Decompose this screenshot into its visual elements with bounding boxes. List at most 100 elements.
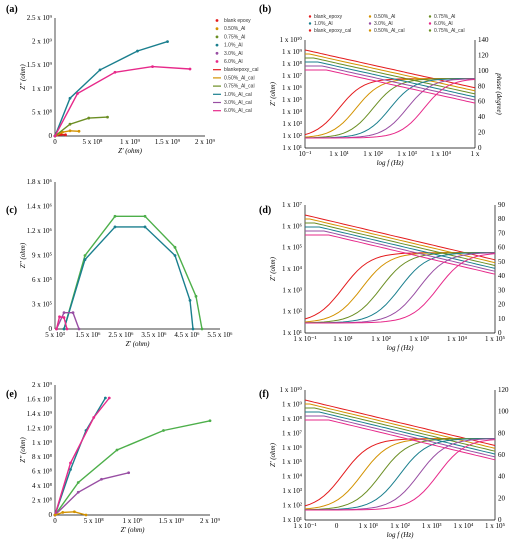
- panel-5: (f) 1 x 10⁻¹ 0 1 x 10¹ 1 x 10² 1 x 10³ 1 x 10⁴…: [259, 386, 509, 539]
- y-tick-label: 0: [49, 511, 53, 519]
- y2-tick-label: 50: [498, 258, 506, 266]
- y-tick-label: 1 x 10⁶: [282, 84, 303, 92]
- data-point: [113, 214, 117, 218]
- x-tick-label: 0: [53, 138, 57, 146]
- y-tick-label: 1 x 10¹: [282, 329, 302, 337]
- y2-tick-label: 60: [498, 244, 506, 252]
- data-point: [68, 122, 72, 126]
- data-point: [151, 65, 154, 69]
- x-tick-label: 1 x 10⁻¹: [293, 522, 316, 530]
- y-tick-label: 1 x 10⁷: [282, 429, 303, 437]
- y-tick-label: 1 x 10⁸: [282, 415, 303, 423]
- y-tick-label: 4 x 10⁸: [32, 482, 53, 490]
- x-axis-label: Z' (ohm): [126, 340, 151, 348]
- y2-tick-label: 120: [478, 51, 489, 59]
- legend-marker: [308, 22, 312, 25]
- legend-label: 0.75%_Al: [224, 34, 245, 40]
- data-point: [173, 245, 177, 249]
- phase-line-5: [305, 439, 496, 511]
- data-point: [69, 461, 72, 465]
- panel-label: (e): [6, 389, 17, 400]
- y2-tick-label: 40: [498, 473, 506, 481]
- y-tick-label: 1 x 10¹: [282, 516, 302, 524]
- x-tick-label: 1.5 x 10⁹: [155, 138, 181, 146]
- impedance-line-5: [305, 419, 496, 461]
- panel-0: (a) 0 5 x 10⁸ 1 x 10⁹ 1.5 x 10⁹ 2 x 10⁹ 0 5 x 1…: [6, 4, 258, 155]
- x-tick-label: 5 x 10⁸: [83, 138, 104, 146]
- y-tick-label: 1.5 x 10⁹: [27, 61, 53, 69]
- legend-label: blank epoxy: [224, 18, 251, 24]
- phase-line-3: [305, 438, 495, 511]
- data-point: [143, 225, 147, 229]
- y-tick-label: 0: [49, 325, 53, 333]
- x-axis-label: log f (Hz): [377, 159, 405, 167]
- x-tick-label: 1 x 10¹: [359, 522, 379, 530]
- data-point: [162, 429, 165, 432]
- y2-tick-label: 40: [478, 113, 486, 121]
- panel-1: (b)10⁻¹ 1 x 10¹ 1 x 10² 1 x 10³ 1 x 10⁴ 1 x1 …: [259, 4, 503, 167]
- panel-2: (c) 5 x 10³ 1.5 x 10⁶ 2.5 x 10⁶ 3.5 x 10⁶ 4.5…: [6, 178, 233, 348]
- data-point: [92, 416, 96, 419]
- series-line-1: [54, 397, 107, 516]
- impedance-line-3: [305, 226, 496, 269]
- panel-label: (b): [259, 4, 271, 15]
- data-point: [62, 316, 66, 319]
- data-point: [87, 116, 91, 120]
- x-tick-label: 1 x 10²: [390, 522, 410, 530]
- y2-axis-label: phase (degree): [495, 72, 503, 115]
- y2-tick-label: 70: [498, 229, 506, 237]
- y-axis-label: Z' (ohm): [269, 81, 277, 106]
- series-line-3: [54, 40, 168, 137]
- data-point: [53, 134, 57, 138]
- x-tick-label: 1 x 10⁹: [123, 517, 144, 525]
- data-point: [113, 70, 117, 74]
- impedance-line-4: [305, 415, 496, 458]
- legend-label: 0.50%_Al_cal: [224, 75, 255, 81]
- series-line-2: [54, 116, 108, 137]
- legend-marker: [428, 15, 432, 18]
- data-point: [188, 299, 192, 302]
- series-line-2: [55, 312, 80, 330]
- y-tick-label: 1 x 10²: [282, 132, 302, 140]
- panel-label: (d): [259, 205, 271, 216]
- y2-tick-label: 0: [498, 329, 502, 337]
- data-point: [208, 419, 212, 423]
- y-tick-label: 1.6 x 10⁹: [27, 395, 53, 403]
- y-tick-label: 1 x 10⁸: [282, 60, 303, 68]
- y2-tick-label: 30: [498, 286, 506, 294]
- y-tick-label: 1 x 10⁴: [282, 108, 303, 116]
- impedance-line-0: [304, 49, 476, 89]
- legend-marker: [215, 60, 219, 63]
- y-tick-label: 1 x 10⁶: [282, 222, 303, 230]
- legend-marker: [368, 22, 372, 25]
- panel-label: (c): [6, 205, 17, 216]
- legend-label: 6.0%_Al_cal: [224, 108, 252, 114]
- y-tick-label: 1.2 x 10⁶: [27, 227, 53, 235]
- y-tick-label: 1 x 10⁴: [282, 473, 303, 481]
- y2-tick-label: 80: [498, 429, 506, 437]
- y2-tick-label: 60: [498, 451, 506, 459]
- y-tick-label: 1.8 x 10⁶: [27, 178, 53, 186]
- data-point: [143, 214, 147, 218]
- legend-marker: [308, 15, 312, 18]
- y2-tick-label: 140: [478, 36, 489, 44]
- x-tick-label: 1 x 10⁴: [431, 150, 452, 158]
- legend-marker: [215, 43, 219, 47]
- x-tick-label: 5 x 10⁸: [84, 517, 105, 525]
- x-tick-label: 1 x 10⁵: [485, 335, 506, 343]
- legend-label: 1.0%_Al: [224, 43, 243, 49]
- y-tick-label: 9 x 10⁵: [32, 252, 53, 260]
- x-tick-label: 1.5 x 10⁶: [75, 331, 101, 339]
- x-tick-label: 2 x 10⁹: [195, 138, 216, 146]
- data-point: [77, 129, 81, 133]
- data-point: [194, 294, 198, 298]
- y-tick-label: 1.4 x 10⁶: [27, 203, 53, 211]
- y-tick-label: 1.2 x 10⁹: [27, 424, 53, 432]
- data-point: [71, 311, 75, 315]
- data-point: [76, 92, 79, 95]
- data-point: [166, 40, 169, 43]
- x-axis-label: Z' (ohm): [118, 147, 143, 155]
- y-tick-label: 1 x 10⁹: [282, 400, 303, 408]
- x-tick-label: 5 x 10³: [45, 331, 65, 339]
